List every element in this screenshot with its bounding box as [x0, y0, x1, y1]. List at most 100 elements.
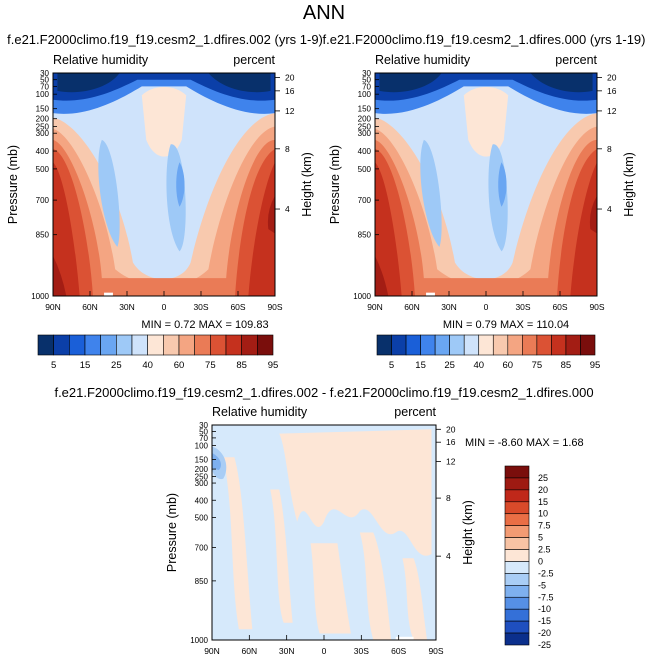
colorbar-swatch	[504, 501, 530, 515]
colorbar-swatch	[116, 334, 133, 356]
y-right-tick-label: 12	[607, 106, 617, 116]
colorbar-swatch	[420, 334, 436, 356]
colorbar-label: 25	[538, 473, 548, 483]
x-tick-label: 90S	[267, 302, 282, 312]
y-right-tick-label: 4	[446, 551, 451, 561]
colorbar-label: 95	[590, 360, 601, 371]
missing-data-patch	[426, 292, 435, 296]
colorbar-swatch	[504, 585, 530, 598]
y-tick-label: 500	[358, 165, 372, 174]
colorbar-swatch	[551, 334, 567, 356]
y-tick-label: 500	[36, 165, 50, 174]
colorbar-label: 5	[51, 360, 56, 371]
colorbar-swatch	[565, 334, 581, 356]
y-tick-label: 850	[358, 231, 372, 240]
y-right-tick-label: 12	[446, 457, 456, 467]
y-right-tick-label: 8	[607, 144, 612, 154]
chart-title: f.e21.F2000climo.f19_f19.cesm2_1.dfires.…	[7, 32, 323, 47]
y-tick-label: 400	[358, 147, 372, 156]
x-tick-label: 60S	[391, 646, 406, 656]
y-axis-title: Pressure (mb)	[165, 493, 179, 572]
colorbar-label: 15	[80, 360, 91, 371]
colorbar-swatch	[53, 334, 70, 356]
colorbar-swatch	[536, 334, 552, 356]
y-tick-label: 200	[36, 115, 50, 124]
x-tick-label: 0	[162, 302, 167, 312]
contour-dry-right	[98, 139, 120, 247]
missing-data-patch	[104, 292, 113, 296]
y-tick-label: 300	[36, 129, 50, 138]
diff-positive-region	[223, 457, 253, 630]
colorbar-swatch	[504, 620, 530, 634]
colorbar-swatch	[194, 334, 211, 356]
y-tick-label: 30	[40, 69, 49, 78]
min-max-stats: MIN = -8.60 MAX = 1.68	[465, 437, 584, 449]
y-tick-label: 250	[358, 123, 372, 132]
colorbar-swatch	[449, 334, 465, 356]
colorbar-label: 0	[538, 556, 543, 566]
y-right-axis-title: Height (km)	[622, 152, 636, 217]
chart-panel-1: f.e21.F2000climo.f19_f19.cesm2_1.dfires.…	[6, 32, 323, 331]
variable-label: Relative humidity	[375, 53, 471, 67]
colorbar-swatch	[210, 334, 227, 356]
difference-field	[212, 425, 436, 640]
y-tick-label: 150	[358, 105, 372, 114]
y-tick-label: 70	[199, 434, 208, 443]
y-tick-label: 1000	[190, 636, 208, 645]
y-tick-label: 70	[40, 82, 49, 91]
colorbar-label: 10	[538, 509, 548, 519]
colorbar-swatch	[504, 525, 530, 538]
colorbar-label: 85	[561, 360, 572, 371]
y-tick-label: 400	[195, 496, 209, 505]
contour-warm-column	[463, 86, 509, 157]
y-tick-label: 500	[195, 513, 209, 522]
colorbar-label: -10	[538, 604, 551, 614]
colorbar-label: 75	[532, 360, 543, 371]
y-right-tick-label: 20	[446, 424, 456, 434]
diff-positive-region	[279, 429, 432, 556]
min-max-stats: MIN = 0.72 MAX = 109.83	[141, 319, 268, 331]
colorbar-label: 15	[415, 360, 426, 371]
colorbar-swatch	[434, 334, 450, 356]
diff-positive-region	[402, 558, 428, 640]
colorbar-swatch	[504, 489, 530, 503]
colorbar-swatch	[225, 334, 242, 356]
colorbar-label: 5	[538, 533, 543, 543]
y-tick-label: 250	[195, 473, 209, 482]
colorbar-swatch	[376, 334, 392, 356]
colorbar-label: -25	[538, 640, 551, 650]
y-tick-label: 150	[195, 455, 209, 464]
colorbar-swatch	[478, 334, 494, 356]
colorbar-label: 15	[538, 497, 548, 507]
y-tick-label: 70	[362, 82, 371, 91]
y-tick-label: 100	[358, 90, 372, 99]
colorbar-swatch	[504, 537, 530, 550]
diff-positive-region	[359, 532, 392, 640]
contour-strat-3	[57, 73, 271, 93]
x-tick-label: 60N	[404, 302, 420, 312]
y-tick-label: 300	[195, 479, 209, 488]
y-tick-label: 250	[36, 123, 50, 132]
colorbar-swatch	[178, 334, 195, 356]
y-right-tick-label: 20	[285, 72, 295, 82]
x-tick-label: 30S	[515, 302, 530, 312]
colorbar-label: -20	[538, 628, 551, 638]
colorbar-label: -5	[538, 580, 546, 590]
colorbar-swatch	[504, 549, 530, 562]
variable-label: Relative humidity	[53, 53, 149, 67]
colorbar-swatch	[507, 334, 523, 356]
contour-warm-2	[53, 126, 275, 296]
x-tick-label: 60N	[242, 646, 258, 656]
colorbar-swatch	[147, 334, 164, 356]
colorbar-swatch	[405, 334, 421, 356]
colorbar-label: 7.5	[538, 521, 551, 531]
variable-label: Relative humidity	[212, 405, 308, 419]
x-tick-label: 0	[322, 646, 327, 656]
x-tick-label: 30N	[119, 302, 135, 312]
y-right-tick-label: 20	[607, 72, 617, 82]
colorbar-swatch	[504, 477, 530, 491]
diff-positive-region	[310, 543, 351, 634]
contour-warm-2	[375, 126, 597, 296]
y-tick-label: 30	[199, 421, 208, 430]
